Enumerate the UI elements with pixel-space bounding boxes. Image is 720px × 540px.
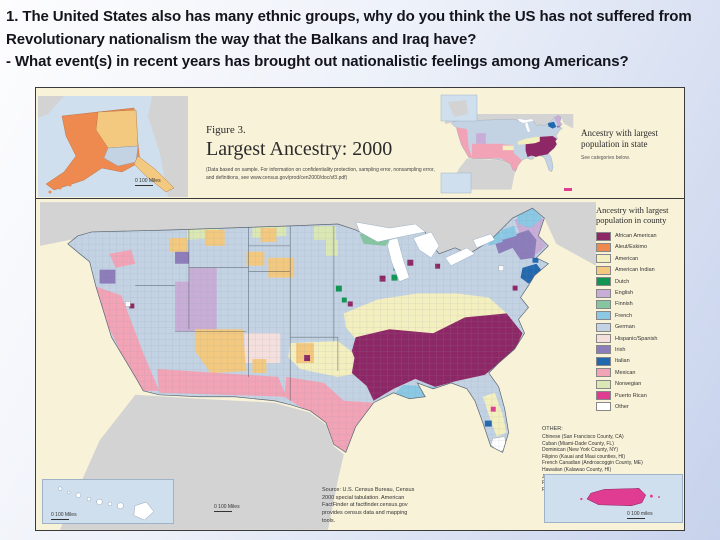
figure-header	[36, 88, 684, 199]
legend-item: Finnish	[596, 299, 682, 310]
legend-item: Dutch	[596, 276, 682, 287]
legend-label: Italian	[615, 358, 630, 365]
main-county-map	[40, 202, 596, 530]
figure-title: Largest Ancestry: 2000	[206, 138, 393, 160]
legend-item: Other	[596, 401, 682, 412]
legend-swatch	[596, 356, 611, 366]
county-legend-items: African American Aleut/Eskimo American	[596, 230, 682, 412]
legend-item: African American	[596, 230, 682, 241]
legend-swatch	[596, 299, 611, 309]
legend-swatch	[596, 334, 611, 344]
county-legend-heading: Ancestry with largest population in coun…	[596, 205, 669, 226]
legend-swatch	[596, 311, 611, 321]
puerto-rico-scale: 0 100 miles	[627, 511, 653, 519]
legend-label: Hispanic/Spanish	[615, 335, 658, 342]
legend-swatch	[596, 254, 611, 264]
source-note: Source: U.S. Census Bureau, Census 2000 …	[322, 487, 415, 524]
legend-swatch	[596, 242, 611, 252]
hawaii-map-svg	[58, 486, 155, 521]
legend-item: English	[596, 287, 682, 298]
legend-swatch	[596, 288, 611, 298]
legend-swatch	[596, 277, 611, 287]
legend-item: Irish	[596, 344, 682, 355]
legend-label: French	[615, 312, 633, 319]
question-line-1: 1. The United States also has many ethni…	[6, 8, 692, 48]
legend-swatch	[596, 231, 611, 241]
other-item: Hawaiian (Kalawao County, HI)	[542, 466, 612, 473]
puerto-rico-map-svg	[580, 488, 661, 506]
legend-item: Mexican	[596, 367, 682, 378]
alaska-scale: 0 100 Miles	[135, 178, 161, 186]
legend-label: American Indian	[615, 267, 655, 274]
mainland-scale: 0 100 Miles	[214, 504, 240, 512]
legend-label: Other	[615, 403, 629, 410]
county-map-svg	[40, 202, 596, 530]
legend-label: African American	[615, 233, 657, 240]
alaska-inset-map: 0 100 Miles	[38, 96, 188, 197]
puerto-rico-inset-map: 0 100 miles	[544, 474, 683, 523]
other-item: Filipino (Kauai and Maui counties, HI)	[542, 453, 626, 460]
legend-swatch	[596, 345, 611, 355]
figure-title-block: Figure 3. Largest Ancestry: 2000 (Data b…	[206, 124, 446, 182]
figure-note: (Data based on sample. For information o…	[206, 167, 435, 181]
other-item: Dominican (New York County, NY)	[542, 447, 619, 454]
legend-item: Aleut/Eskimo	[596, 242, 682, 253]
legend-swatch	[596, 391, 611, 401]
state-inset-map	[440, 94, 578, 197]
question-line-2: - What event(s) in recent years has brou…	[6, 53, 629, 70]
legend-swatch	[596, 322, 611, 332]
legend-label: English	[615, 290, 634, 297]
legend-label: American	[615, 255, 639, 262]
figure-number: Figure 3.	[206, 124, 246, 136]
legend-swatch	[596, 368, 611, 378]
legend-label: Puerto Rican	[615, 392, 647, 399]
legend-item: Hispanic/Spanish	[596, 333, 682, 344]
legend-item: Puerto Rican	[596, 390, 682, 401]
other-item: Chinese (San Francisco County, CA)	[542, 434, 624, 440]
legend-label: Aleut/Eskimo	[615, 244, 648, 251]
legend-item: French	[596, 310, 682, 321]
legend-label: Mexican	[615, 369, 636, 376]
state-map-svg	[440, 94, 574, 194]
alaska-map-svg	[38, 96, 188, 197]
legend-item: American Indian	[596, 265, 682, 276]
hawaii-inset-map: 0 100 Miles	[42, 479, 174, 524]
census-figure: 0 100 Miles Figure 3. Largest Ancestry: …	[35, 87, 685, 531]
legend-swatch	[596, 402, 611, 412]
state-inset-subheading: See categories below.	[581, 154, 630, 161]
other-item: Cuban (Miami-Dade County, FL)	[542, 440, 614, 447]
question-text: 1. The United States also has many ethni…	[6, 6, 714, 74]
legend-item: Norwegian	[596, 378, 682, 389]
legend-item: American	[596, 253, 682, 264]
county-legend: Ancestry with largest population in coun…	[596, 205, 682, 413]
other-heading: OTHER:	[542, 426, 563, 432]
legend-label: Norwegian	[615, 381, 642, 388]
hawaii-scale: 0 100 Miles	[51, 512, 77, 520]
legend-item: German	[596, 322, 682, 333]
legend-label: German	[615, 324, 635, 331]
other-item: French Canadian (Androscoggin County, ME…	[542, 460, 643, 467]
state-inset-heading: Ancestry with largest population in stat…	[581, 128, 677, 161]
legend-item: Italian	[596, 356, 682, 367]
legend-label: Irish	[615, 346, 626, 353]
legend-swatch	[596, 265, 611, 275]
legend-swatch	[596, 379, 611, 389]
legend-label: Finnish	[615, 301, 633, 308]
legend-label: Dutch	[615, 278, 630, 285]
